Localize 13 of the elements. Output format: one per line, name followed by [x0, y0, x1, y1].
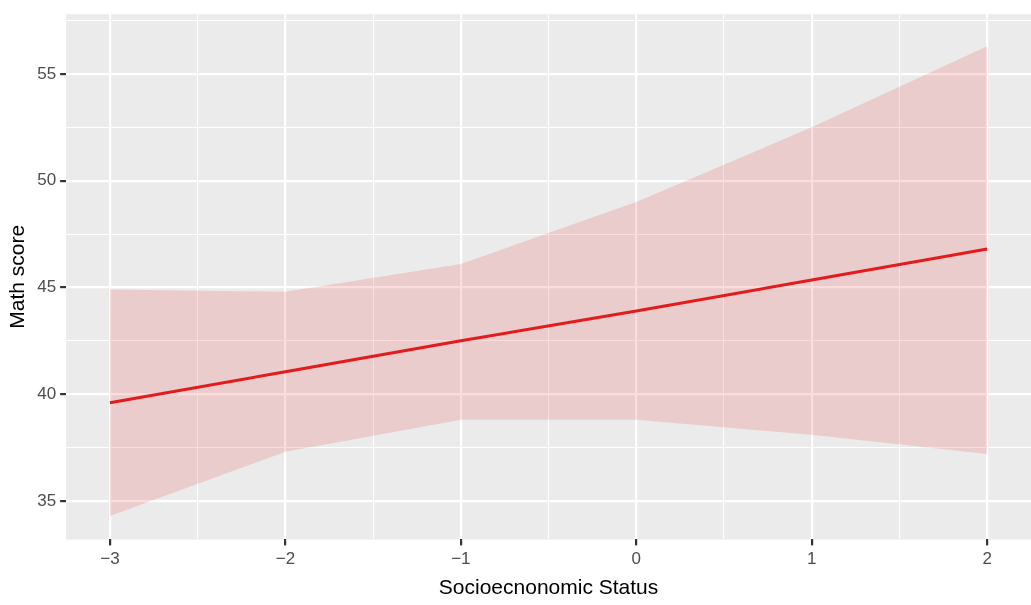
x-tick-label: 2: [982, 549, 992, 569]
y-tick-label: 50: [37, 170, 57, 190]
x-tick-label: −3: [100, 549, 120, 569]
y-tick-label: 40: [37, 383, 57, 403]
y-tick-label: 35: [37, 490, 57, 510]
y-axis-title: Math score: [5, 224, 29, 329]
x-tick-label: −1: [451, 549, 471, 569]
x-axis-title: Socioecnonomic Status: [438, 575, 659, 599]
x-tick-label: 0: [631, 549, 642, 569]
y-tick-label: 55: [37, 63, 57, 83]
x-tick-label: −2: [275, 549, 296, 569]
x-tick-label: 1: [806, 549, 817, 569]
y-tick-label: 45: [37, 277, 57, 297]
